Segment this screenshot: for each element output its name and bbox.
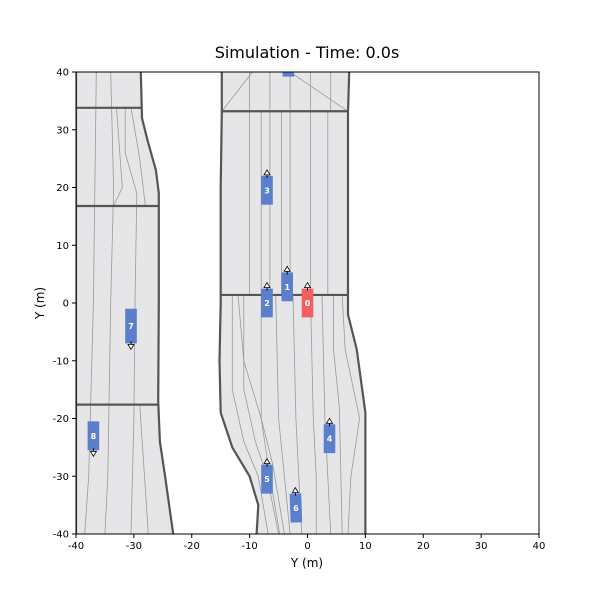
x-tick-label: 30 xyxy=(475,541,488,552)
vehicle-5: 5 xyxy=(261,457,273,494)
lane-line xyxy=(130,107,146,207)
x-axis-ticks: -40 -30 -20 -10 0 10 20 30 40 xyxy=(68,534,546,552)
y-tick-label: 40 xyxy=(56,68,69,79)
vehicle-label: 6 xyxy=(293,504,299,513)
lane-line xyxy=(260,294,281,534)
vehicles-layer: 0 1 2 3 4 5 6 7 8 xyxy=(87,72,336,523)
x-tick-label: -30 xyxy=(126,541,142,552)
heading-arrow-icon xyxy=(291,486,300,494)
vehicle-4: 4 xyxy=(323,417,336,454)
y-tick-label: -10 xyxy=(53,356,69,367)
vehicle-7: 7 xyxy=(125,308,137,351)
lane-line xyxy=(124,106,138,534)
lane-line xyxy=(310,294,317,534)
y-tick-label: -40 xyxy=(53,530,69,541)
lane-line xyxy=(221,72,253,112)
lane-line xyxy=(289,72,349,112)
y-tick-label: 0 xyxy=(63,299,69,310)
lane-line xyxy=(104,72,115,534)
vehicle-partial xyxy=(282,72,295,77)
vehicle-body xyxy=(281,272,293,302)
vehicle-3: 3 xyxy=(261,169,273,205)
lane-line xyxy=(231,294,269,534)
heading-arrow-icon xyxy=(263,169,271,176)
x-tick-label: -20 xyxy=(184,541,200,552)
vehicle-label: 2 xyxy=(264,299,270,308)
vehicle-6: 6 xyxy=(289,486,303,523)
x-axis-label: Y (m) xyxy=(290,556,323,570)
heading-arrow-icon xyxy=(325,417,334,424)
plot-area: 0 1 2 3 4 5 6 7 8 xyxy=(76,72,367,534)
lane-line xyxy=(237,294,285,534)
vehicle-2: 2 xyxy=(261,281,273,318)
chart-title: Simulation - Time: 0.0s xyxy=(215,43,400,62)
y-tick-label: 30 xyxy=(56,125,69,136)
x-tick-label: -10 xyxy=(241,541,257,552)
ego-vehicle-body xyxy=(301,288,314,318)
y-tick-label: 10 xyxy=(56,241,69,252)
right-road-right-edge xyxy=(346,72,367,534)
left-road-surface xyxy=(76,72,174,534)
x-tick-label: 10 xyxy=(359,541,372,552)
lane-line xyxy=(341,294,361,534)
x-tick-label: 40 xyxy=(533,541,546,552)
heading-arrow-icon xyxy=(263,457,271,465)
x-tick-label: 20 xyxy=(417,541,430,552)
y-tick-label: -20 xyxy=(53,414,69,425)
y-tick-label: -30 xyxy=(53,472,69,483)
vehicle-label: 4 xyxy=(327,435,333,444)
vehicle-body xyxy=(261,288,273,318)
vehicle-1: 1 xyxy=(281,265,293,302)
heading-arrow-icon xyxy=(89,450,98,458)
vehicle-label: 1 xyxy=(284,283,290,292)
lane-line xyxy=(275,294,291,534)
lane-line xyxy=(333,294,343,534)
vehicle-body xyxy=(289,493,303,523)
vehicle-label: 5 xyxy=(264,475,270,484)
y-axis-ticks: -40 -30 -20 -10 0 10 20 30 40 xyxy=(53,68,76,541)
left-road-right-edge xyxy=(139,72,175,534)
vehicle-body xyxy=(261,464,273,494)
heading-arrow-icon xyxy=(303,281,312,289)
heading-arrow-icon xyxy=(263,281,271,289)
vehicle-8: 8 xyxy=(87,421,100,458)
vehicle-body xyxy=(87,421,100,451)
lane-line xyxy=(113,107,123,207)
right-road-left-edge xyxy=(218,72,260,534)
vehicle-body xyxy=(125,308,137,344)
heading-arrow-icon xyxy=(283,265,291,272)
y-tick-label: 20 xyxy=(56,183,69,194)
lane-line xyxy=(139,404,149,534)
vehicle-body xyxy=(323,424,336,454)
heading-arrow-icon xyxy=(127,343,135,351)
vehicle-label: 0 xyxy=(305,299,311,308)
lane-line xyxy=(84,72,97,534)
vehicle-body xyxy=(261,175,273,205)
x-tick-label: -40 xyxy=(68,541,84,552)
vehicle-0: 0 xyxy=(301,281,314,318)
vehicle-body xyxy=(282,72,295,77)
x-tick-label: 0 xyxy=(304,541,310,552)
vehicle-label: 8 xyxy=(91,432,97,441)
vehicle-label: 7 xyxy=(128,322,134,331)
y-axis-label: Y (m) xyxy=(33,287,47,320)
vehicle-label: 3 xyxy=(264,186,270,195)
